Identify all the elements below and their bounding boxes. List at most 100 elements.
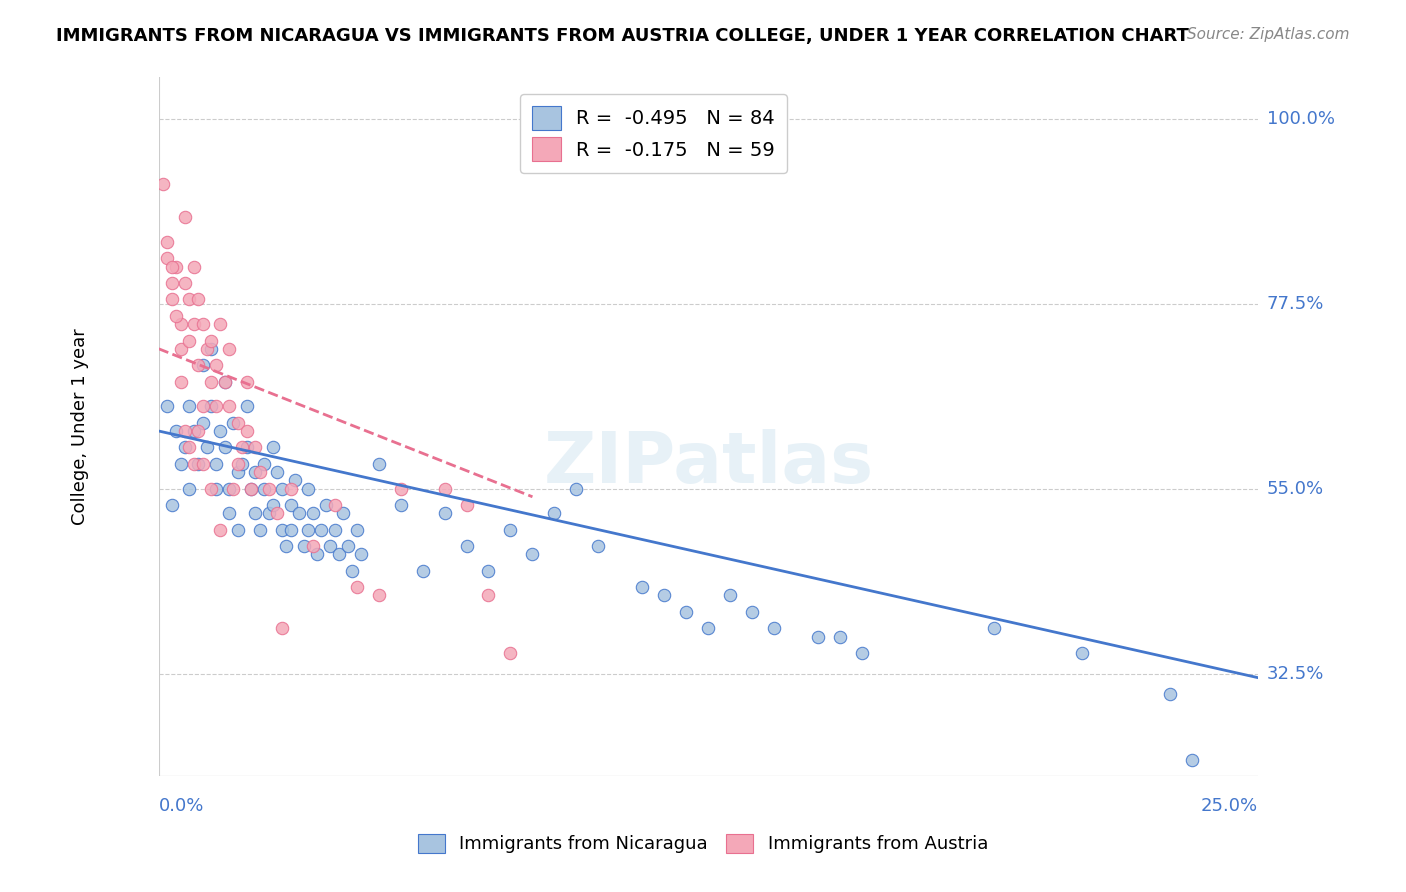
Point (262, 441, 284, 455)
Point (191, 358, 214, 372)
Point (270, 482, 292, 496)
Point (165, 424, 187, 438)
Point (346, 523, 368, 537)
Point (156, 235, 179, 249)
Point (170, 375, 193, 389)
Point (522, 547, 544, 561)
Point (191, 400, 214, 414)
Point (328, 547, 350, 561)
Point (284, 474, 307, 488)
Point (235, 441, 257, 455)
Point (200, 482, 222, 496)
Point (231, 457, 253, 471)
Point (311, 523, 333, 537)
Point (301, 506, 323, 520)
Point (218, 342, 240, 356)
Point (367, 457, 389, 471)
Point (340, 564, 363, 578)
Text: 0.0%: 0.0% (159, 797, 204, 815)
Point (174, 441, 197, 455)
Point (179, 293, 201, 307)
Text: 77.5%: 77.5% (1267, 294, 1324, 312)
Point (315, 498, 337, 512)
Point (191, 317, 214, 331)
Point (226, 416, 249, 430)
Point (209, 317, 232, 331)
Point (456, 539, 478, 553)
Point (191, 416, 214, 430)
Point (305, 547, 328, 561)
Point (205, 457, 228, 471)
Point (477, 589, 499, 603)
Point (218, 400, 240, 414)
Point (160, 276, 183, 290)
Point (412, 564, 434, 578)
Point (187, 457, 209, 471)
Point (179, 400, 201, 414)
Point (200, 334, 222, 348)
Point (543, 506, 565, 520)
Point (675, 605, 697, 619)
Point (266, 506, 288, 520)
Point (195, 342, 218, 356)
Point (741, 605, 763, 619)
Point (226, 523, 249, 537)
Point (214, 375, 236, 389)
Point (631, 580, 654, 594)
Point (240, 482, 263, 496)
Point (152, 178, 174, 192)
Point (280, 523, 302, 537)
Point (156, 252, 179, 266)
Point (187, 358, 209, 372)
Point (183, 260, 205, 274)
Point (983, 621, 1005, 635)
Point (160, 498, 183, 512)
Point (499, 646, 522, 660)
Point (179, 441, 201, 455)
Point (433, 506, 456, 520)
Point (218, 506, 240, 520)
Point (654, 589, 676, 603)
Point (245, 465, 267, 479)
Point (170, 317, 193, 331)
Point (174, 211, 197, 225)
Point (165, 260, 187, 274)
Point (389, 482, 412, 496)
Point (807, 630, 830, 644)
Point (499, 523, 522, 537)
Point (280, 498, 302, 512)
Text: ZIPatlas: ZIPatlas (543, 429, 873, 499)
Point (205, 482, 228, 496)
Point (195, 441, 218, 455)
Point (174, 424, 197, 438)
Text: Source: ZipAtlas.com: Source: ZipAtlas.com (1187, 27, 1350, 42)
Point (565, 482, 588, 496)
Point (718, 589, 741, 603)
Point (205, 358, 228, 372)
Point (319, 539, 342, 553)
Point (763, 621, 786, 635)
Point (156, 400, 179, 414)
Point (205, 400, 228, 414)
Point (174, 276, 197, 290)
Point (235, 375, 257, 389)
Point (226, 457, 249, 471)
Point (165, 309, 187, 323)
Point (297, 482, 319, 496)
Point (249, 465, 271, 479)
Point (350, 547, 373, 561)
Point (200, 342, 222, 356)
Point (170, 342, 193, 356)
Point (214, 375, 236, 389)
Point (257, 482, 280, 496)
Point (245, 506, 267, 520)
Point (1159, 687, 1181, 701)
Point (191, 457, 214, 471)
Point (179, 334, 201, 348)
Legend: Immigrants from Nicaragua, Immigrants from Austria: Immigrants from Nicaragua, Immigrants fr… (411, 827, 995, 861)
Legend: R =  -0.495   N = 84, R =  -0.175   N = 59: R = -0.495 N = 84, R = -0.175 N = 59 (520, 95, 787, 173)
Point (160, 293, 183, 307)
Point (266, 465, 288, 479)
Point (433, 482, 456, 496)
Point (477, 564, 499, 578)
